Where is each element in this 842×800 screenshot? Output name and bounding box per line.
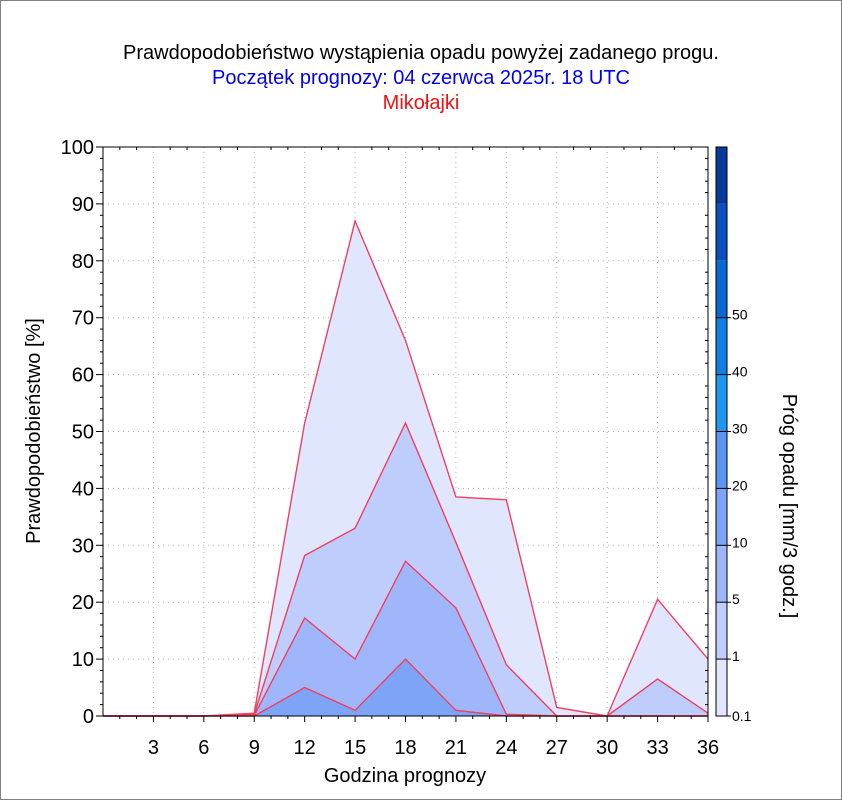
colorbar-segment bbox=[716, 659, 727, 716]
y-tick-label: 80 bbox=[72, 251, 94, 273]
x-tick-label: 6 bbox=[198, 737, 209, 759]
x-axis-label: Godzina prognozy bbox=[324, 765, 486, 787]
y-tick-label: 30 bbox=[72, 535, 94, 557]
x-tick-label: 30 bbox=[596, 737, 618, 759]
colorbar-tick-label: 30 bbox=[732, 421, 748, 437]
x-tick-label: 12 bbox=[294, 737, 316, 759]
colorbar-segment bbox=[716, 317, 727, 375]
y-tick-label: 90 bbox=[72, 194, 94, 216]
colorbar-tick-label: 10 bbox=[732, 534, 748, 550]
threshold-colorbar: 0.1 1 5 10 20 30 40 50 bbox=[715, 146, 752, 724]
y-tick-label: 20 bbox=[72, 592, 94, 614]
y-tick-label: 0 bbox=[83, 706, 94, 728]
x-tick-label: 21 bbox=[445, 737, 467, 759]
colorbar-segment bbox=[716, 602, 727, 660]
chart-title: Prawdopodobieństwo wystąpienia opadu pow… bbox=[123, 42, 719, 64]
x-tick-label: 27 bbox=[546, 737, 568, 759]
x-tick-label: 36 bbox=[697, 737, 719, 759]
colorbar-tick-label: 1 bbox=[732, 648, 740, 664]
colorbar-tick-label: 5 bbox=[732, 591, 740, 607]
x-tick-label: 33 bbox=[646, 737, 668, 759]
forecast-start-subtitle: Początek prognozy: 04 czerwca 2025r. 18 … bbox=[212, 67, 630, 89]
y-axis-label: Prawdopodobieństwo [%] bbox=[23, 318, 45, 544]
y-tick-label: 40 bbox=[72, 478, 94, 500]
colorbar-segment bbox=[716, 545, 727, 603]
colorbar-segment bbox=[716, 488, 727, 546]
colorbar-segment bbox=[716, 260, 727, 318]
colorbar-segment bbox=[716, 147, 727, 204]
area-fill bbox=[103, 561, 708, 716]
x-tick-label: 15 bbox=[344, 737, 366, 759]
y-tick-label: 100 bbox=[61, 137, 94, 159]
x-tick-label: 18 bbox=[394, 737, 416, 759]
x-tick-label: 3 bbox=[148, 737, 159, 759]
x-tick-label: 24 bbox=[495, 737, 517, 759]
colorbar-tick-label: 50 bbox=[732, 307, 748, 323]
colorbar-segment bbox=[716, 374, 727, 432]
location-label: Mikołajki bbox=[382, 92, 460, 114]
x-tick-label: 9 bbox=[249, 737, 260, 759]
y-tick-label: 60 bbox=[72, 365, 94, 387]
area-fill bbox=[103, 659, 708, 716]
colorbar-tick-label: 0.1 bbox=[732, 708, 752, 724]
colorbar-tick-label: 20 bbox=[732, 477, 748, 493]
y-tick-label: 50 bbox=[72, 422, 94, 444]
y-tick-label: 70 bbox=[72, 308, 94, 330]
colorbar-segment bbox=[716, 431, 727, 489]
colorbar-tick-label: 40 bbox=[732, 364, 748, 380]
y-tick-label: 10 bbox=[72, 649, 94, 671]
colorbar-segment bbox=[716, 203, 727, 261]
area-series bbox=[103, 218, 709, 717]
colorbar-label: Próg opadu [mm/3 godz.] bbox=[778, 394, 800, 619]
